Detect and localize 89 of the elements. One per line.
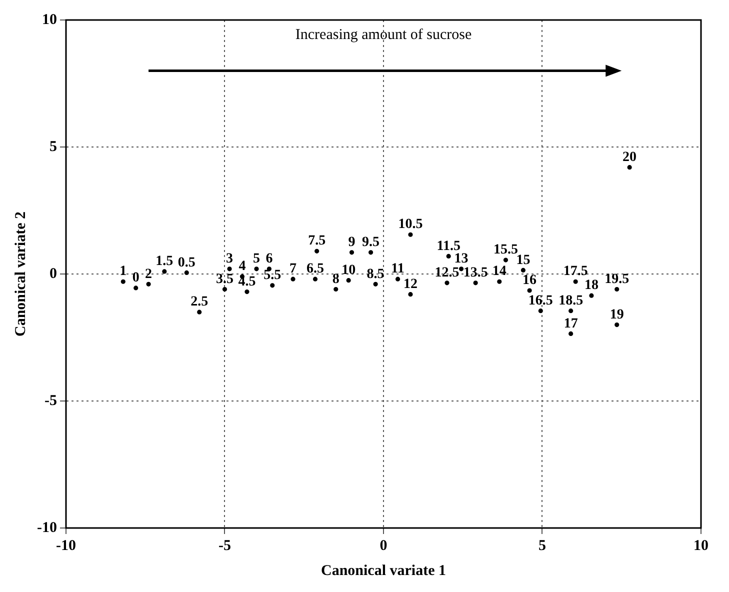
series-label: 3.5 [216, 272, 234, 287]
series-label: 12 [403, 276, 418, 292]
series-label: 0.5 [178, 255, 196, 270]
series-label: 20 [622, 150, 637, 165]
point [162, 269, 167, 274]
series-label: 10.5 [398, 217, 423, 232]
point [408, 232, 413, 237]
point [270, 283, 275, 288]
annotation: Increasing amount of sucrose [295, 27, 472, 44]
point [222, 286, 228, 292]
y-axis-title: Canonical variate 2 [12, 212, 29, 336]
series-label: 11 [391, 262, 404, 277]
point [349, 250, 354, 255]
series-label: 7 [290, 262, 297, 277]
series-label: 18 [584, 278, 598, 294]
y-tick-label: -10 [36, 520, 57, 536]
series-label: 6.5 [306, 262, 324, 277]
series-label: 18.5 [558, 293, 584, 308]
series-label: 12.5 [434, 266, 460, 280]
series-label: 16.5 [528, 293, 553, 308]
series-label: 5.5 [264, 268, 282, 284]
series-label: 19.5 [604, 272, 630, 287]
series-label: 2.5 [190, 294, 208, 310]
point [627, 165, 632, 170]
series-label: 2 [145, 266, 152, 282]
series-label: 10 [342, 262, 356, 278]
point [197, 310, 202, 314]
point [573, 279, 578, 284]
series-label: 8.5 [366, 266, 384, 282]
series-label: 15.5 [493, 242, 518, 258]
point [184, 270, 189, 276]
point [146, 282, 151, 286]
point [568, 308, 574, 314]
point [134, 286, 138, 290]
series-label: 3 [226, 252, 234, 267]
series-label: 8 [332, 272, 340, 287]
point [312, 276, 318, 282]
point [589, 293, 594, 298]
point [334, 286, 338, 292]
point [254, 266, 259, 272]
series-label: 4 [238, 259, 246, 274]
point [614, 286, 620, 292]
point [458, 266, 464, 272]
point [120, 279, 126, 284]
point [446, 254, 451, 259]
point [568, 331, 574, 336]
series-label: 15 [516, 252, 530, 268]
series-label: 14 [492, 264, 506, 280]
x-axis-title: Canonical variate 1 [321, 562, 446, 579]
series-label: 13 [454, 252, 468, 267]
point [527, 288, 532, 293]
series-label: 9 [348, 235, 356, 250]
y-tick-label: 5 [49, 138, 57, 155]
y-tick-label: -5 [44, 392, 57, 409]
series-label: 0 [132, 270, 140, 286]
point [444, 280, 450, 286]
series-label: 19 [610, 307, 624, 322]
point [538, 308, 543, 314]
x-tick-label: 5 [538, 538, 546, 554]
y-tick-label: 0 [49, 266, 57, 282]
point [373, 282, 378, 286]
y-tick-label: 10 [42, 12, 57, 28]
point [346, 278, 351, 283]
series-label: 9.5 [362, 235, 380, 250]
point [614, 322, 620, 328]
point [368, 250, 374, 255]
series-label: 13.5 [463, 266, 488, 280]
series-label: 5 [252, 252, 260, 267]
point [244, 289, 250, 294]
series-label: 16 [522, 273, 537, 288]
point [503, 258, 508, 262]
series-label: 7.5 [308, 234, 326, 249]
point [395, 276, 400, 282]
series-label: 17.5 [563, 264, 588, 280]
series-label: 1 [120, 264, 127, 280]
point [497, 279, 502, 284]
point [290, 276, 296, 282]
series-label: 17 [564, 316, 578, 332]
x-tick-label: 0 [380, 538, 388, 554]
point [314, 248, 320, 254]
point [408, 292, 413, 297]
x-tick-label: -5 [218, 538, 231, 554]
point [227, 266, 232, 272]
x-tick-label: 10 [694, 538, 708, 554]
point [520, 268, 526, 272]
series-label: 6 [266, 252, 273, 267]
series-label: 1.5 [156, 254, 174, 270]
point [473, 280, 478, 286]
series-label: 11.5 [436, 238, 460, 254]
